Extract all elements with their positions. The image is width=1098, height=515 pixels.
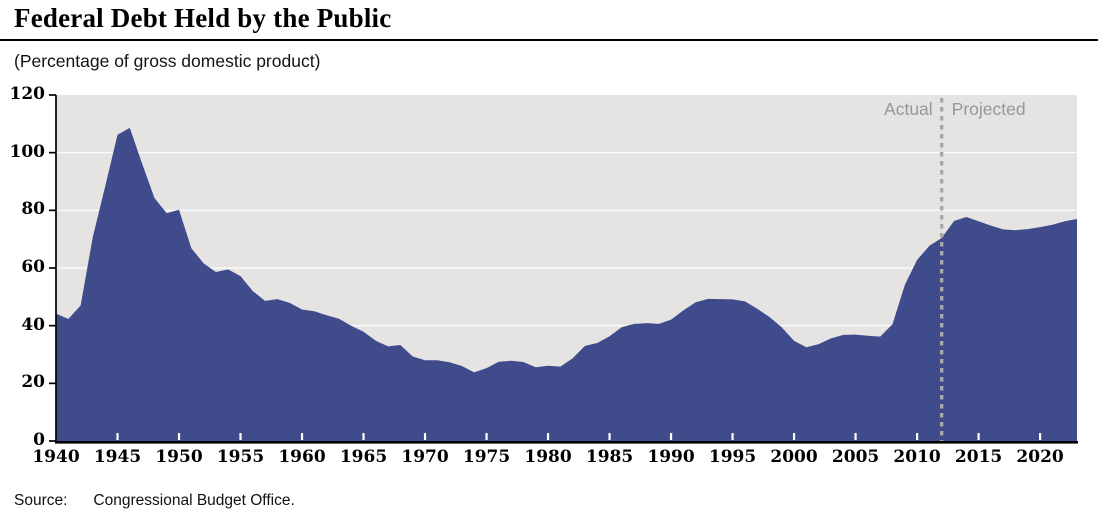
x-tick-label: 1960 — [278, 447, 326, 467]
x-tick-label: 1990 — [647, 447, 695, 467]
x-tick-label: 2000 — [770, 447, 818, 467]
y-tick-label: 80 — [21, 199, 45, 220]
x-tick-label: 2020 — [1016, 447, 1064, 467]
x-tick-label: 1980 — [524, 447, 572, 467]
x-tick-label: 2010 — [893, 447, 941, 467]
x-tick-label: 1940 — [32, 447, 80, 467]
y-tick-label: 100 — [9, 141, 46, 162]
x-tick-label: 1995 — [708, 447, 757, 467]
x-tick-label: 1975 — [462, 447, 511, 467]
y-tick-label: 60 — [21, 257, 45, 277]
y-tick-label: 40 — [21, 314, 45, 335]
chart-title: Federal Debt Held by the Public — [14, 3, 392, 33]
debt-area-series — [56, 127, 1077, 442]
x-tick-label: 1965 — [339, 447, 388, 467]
chart-subtitle: (Percentage of gross domestic product) — [14, 51, 321, 71]
x-tick-label: 1945 — [93, 447, 142, 467]
projected-label: Projected — [951, 99, 1026, 119]
y-tick-label: 120 — [9, 84, 46, 104]
x-tick-label: 2005 — [831, 447, 880, 467]
x-tick-label: 1985 — [585, 447, 634, 467]
x-tick-label: 1950 — [155, 447, 203, 467]
y-tick-label: 20 — [21, 372, 45, 393]
source-label: Source: — [14, 492, 68, 509]
x-tick-label: 2015 — [954, 447, 1003, 467]
x-tick-label: 1955 — [216, 447, 265, 467]
x-axis-line — [55, 441, 1078, 444]
source-text: Congressional Budget Office. — [93, 492, 295, 509]
x-tick-label: 1970 — [401, 447, 449, 467]
y-tick-label: 0 — [33, 430, 45, 450]
title-rule — [0, 39, 1098, 41]
source-line: Source: Congressional Budget Office. — [14, 492, 295, 510]
actual-label: Actual — [884, 99, 933, 119]
